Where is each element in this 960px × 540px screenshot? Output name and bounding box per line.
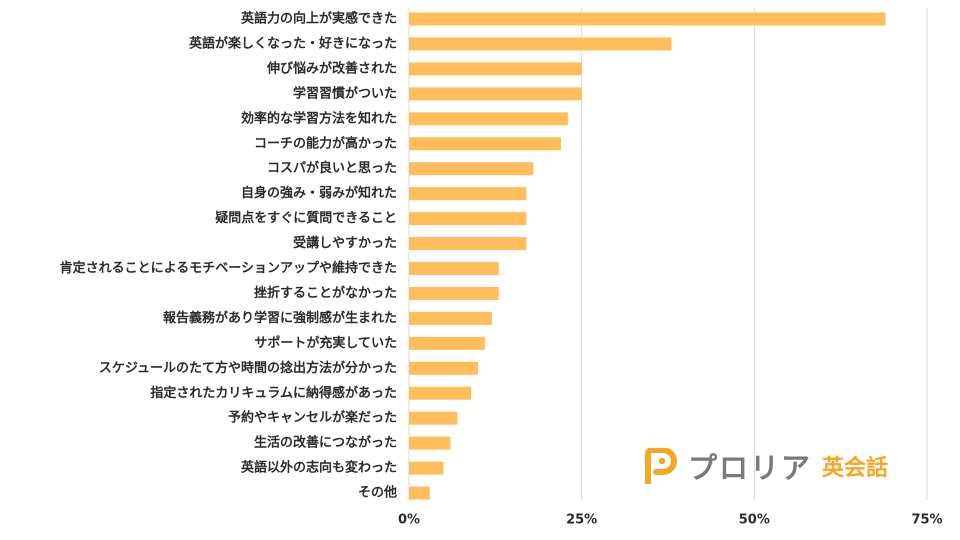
category-label: スケジュールのたて方や時間の捻出方法が分かった <box>99 360 397 376</box>
category-label: 生活の改善につながった <box>254 435 397 451</box>
category-label: サポートが充実していた <box>254 335 397 351</box>
category-label: 英語が楽しくなった・好きになった <box>188 35 397 51</box>
category-label: 予約やキャンセルが楽だった <box>228 410 397 426</box>
bar <box>409 411 458 425</box>
x-tick-label: 50% <box>739 513 770 528</box>
category-label: 肯定されることによるモチベーションアップや維持できた <box>60 260 397 276</box>
bar <box>409 336 485 350</box>
category-label: コスパが良いと思った <box>267 160 397 176</box>
category-label: 学習習慣がついた <box>293 85 397 101</box>
category-label: その他 <box>358 485 397 501</box>
category-labels: 英語力の向上が実感できた英語が楽しくなった・好きになった伸び悩みが改善された学習… <box>60 11 397 501</box>
bar <box>409 162 534 176</box>
grid-lines <box>408 8 928 500</box>
logo-name: プロリア <box>688 451 813 485</box>
x-tick-label: 0% <box>398 513 420 528</box>
x-tick-labels: 0% 25% 50% 75% <box>398 513 943 528</box>
bar <box>409 486 430 500</box>
bar <box>409 212 527 226</box>
category-label: 疑問点をすぐに質問できること <box>215 210 397 226</box>
category-label: 伸び悩みが改善された <box>266 60 397 76</box>
bar <box>409 112 568 126</box>
category-label: 報告義務があり学習に強制感が生まれた <box>163 310 397 326</box>
bar <box>409 262 499 275</box>
bar <box>409 62 582 76</box>
bars <box>409 12 886 500</box>
bar <box>409 286 499 300</box>
category-label: コーチの能力が高かった <box>254 135 397 151</box>
x-tick-label: 75% <box>911 513 942 528</box>
bar <box>409 461 444 475</box>
category-label: 挫折することがなかった <box>254 285 397 301</box>
logo-sub: 英会話 <box>822 456 889 481</box>
category-label: 受講しやすかった <box>293 235 397 251</box>
bar <box>409 386 472 400</box>
bar <box>409 311 492 325</box>
bar <box>409 187 527 201</box>
bar <box>409 87 582 101</box>
bar <box>409 436 451 450</box>
category-label: 英語力の向上が実感できた <box>240 11 397 27</box>
bar <box>409 137 561 151</box>
bar <box>409 12 886 26</box>
category-label: 指定されたカリキュラムに納得感があった <box>150 385 397 401</box>
p-logo-icon <box>645 448 677 484</box>
bar <box>409 361 479 375</box>
bar <box>409 237 527 251</box>
category-label: 英語以外の志向も変わった <box>240 460 397 476</box>
x-tick-label: 25% <box>566 513 597 528</box>
brand-logo: プロリア 英会話 <box>644 446 888 486</box>
bar <box>409 37 672 51</box>
category-label: 自身の強み・弱みが知れた <box>241 185 397 201</box>
category-label: 効率的な学習方法を知れた <box>241 110 397 126</box>
